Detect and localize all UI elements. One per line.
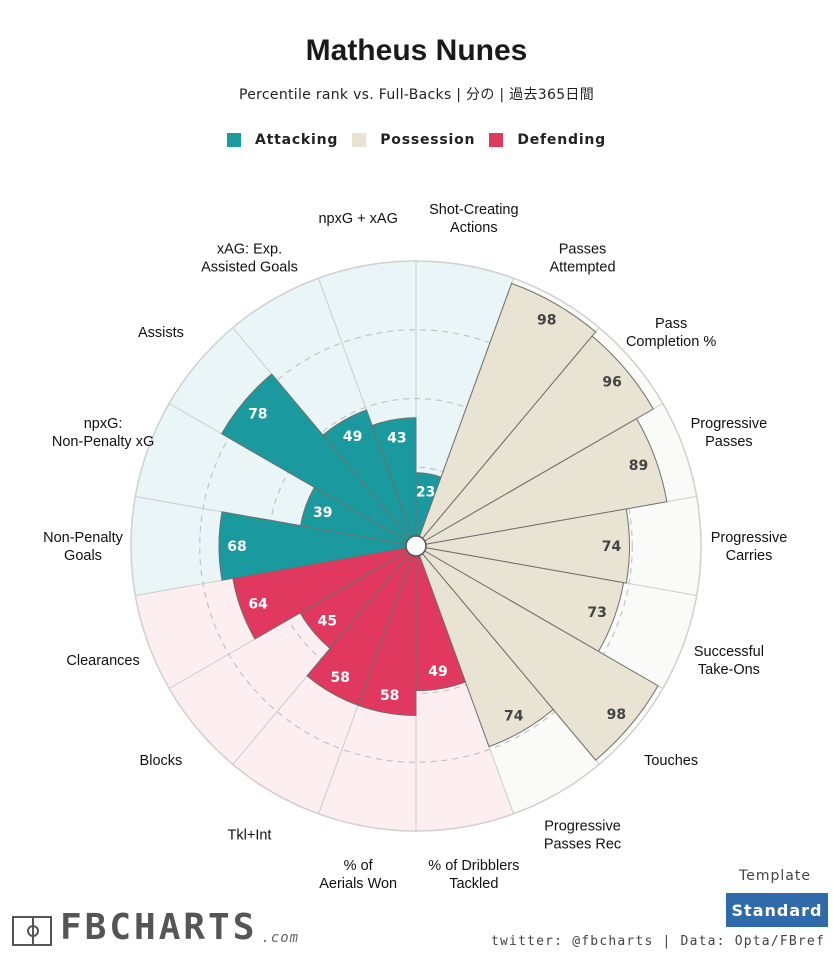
template-label: Template: [739, 868, 811, 884]
value-label-blocks: 45: [318, 613, 337, 629]
legend-item-possession: Possession: [352, 132, 475, 148]
outer-ring: [130, 260, 702, 832]
metric-label-successful-take-ons: Successful Take-Ons: [694, 644, 764, 678]
value-label-npxg-xag: 43: [387, 430, 406, 446]
value-label-progressive-passes-rec: 74: [504, 708, 524, 724]
metric-label-shot-creating-actions: Shot-Creating Actions: [429, 202, 518, 236]
fbcharts-logo[interactable]: FBCHARTS .com: [12, 910, 299, 946]
value-label-of-aerials-won: 58: [380, 688, 399, 704]
legend: Attacking Possession Defending: [0, 132, 833, 148]
footer-credit: twitter: @fbcharts | Data: Opta/FBref: [491, 934, 825, 949]
legend-label-attacking: Attacking: [254, 132, 339, 148]
legend-item-defending: Defending: [489, 132, 606, 148]
value-label-non-penalty-goals: 68: [227, 539, 246, 555]
metric-label-tkl-int: Tkl+Int: [228, 827, 272, 843]
legend-swatch-possession: [352, 133, 367, 147]
metric-label-xag-exp-assisted-goals: xAG: Exp. Assisted Goals: [201, 242, 298, 276]
metric-label-progressive-passes: Progressive Passes: [691, 416, 768, 450]
value-label-of-dribblers-tackled: 49: [428, 664, 447, 680]
metric-label-non-penalty-goals: Non-Penalty Goals: [43, 530, 124, 564]
value-label-shot-creating-actions: 23: [416, 485, 435, 501]
legend-item-attacking: Attacking: [226, 132, 339, 148]
metric-label-clearances: Clearances: [66, 653, 139, 669]
value-label-successful-take-ons: 73: [587, 605, 606, 621]
metric-label-touches: Touches: [644, 753, 698, 769]
template-standard-button[interactable]: Standard: [726, 893, 828, 927]
metric-label-assists: Assists: [138, 325, 184, 341]
metric-label-progressive-passes-rec: Progressive Passes Rec: [544, 818, 621, 852]
legend-label-defending: Defending: [517, 132, 607, 148]
value-label-touches: 98: [607, 707, 626, 723]
metric-label-blocks: Blocks: [140, 753, 183, 769]
value-label-npxg-non-penalty-xg: 39: [313, 505, 332, 521]
pitch-icon: [12, 916, 52, 946]
legend-swatch-defending: [489, 133, 504, 147]
value-label-progressive-passes: 89: [629, 458, 648, 474]
gridline-75: [199, 329, 633, 763]
metric-label-npxg-non-penalty-xg: npxG: Non-Penalty xG: [52, 416, 154, 450]
legend-swatch-attacking: [226, 133, 241, 147]
value-label-passes-attempted: 98: [537, 313, 556, 329]
value-label-assists: 78: [248, 406, 267, 422]
center-circle: [405, 535, 427, 557]
metric-label-of-aerials-won: % of Aerials Won: [319, 858, 397, 892]
value-label-progressive-carries: 74: [602, 539, 622, 555]
chart-title: Matheus Nunes: [305, 34, 528, 67]
value-label-pass-completion: 96: [602, 374, 621, 390]
legend-label-possession: Possession: [380, 132, 476, 148]
value-label-clearances: 64: [248, 596, 268, 612]
logo-text: FBCHARTS: [60, 907, 258, 948]
metric-label-passes-attempted: Passes Attempted: [549, 242, 615, 276]
metric-label-progressive-carries: Progressive Carries: [711, 530, 788, 564]
metric-label-of-dribblers-tackled: % of Dribblers Tackled: [428, 858, 519, 892]
value-label-xag-exp-assisted-goals: 49: [343, 429, 362, 445]
value-label-tkl-int: 58: [331, 670, 350, 686]
metric-label-pass-completion: Pass Completion %: [626, 316, 716, 350]
logo-suffix: .com: [261, 930, 300, 946]
metric-label-npxg-xag: npxG + xAG: [318, 211, 397, 227]
chart-subtitle: Percentile rank vs. Full-Backs | 分の | 過去…: [239, 87, 594, 103]
